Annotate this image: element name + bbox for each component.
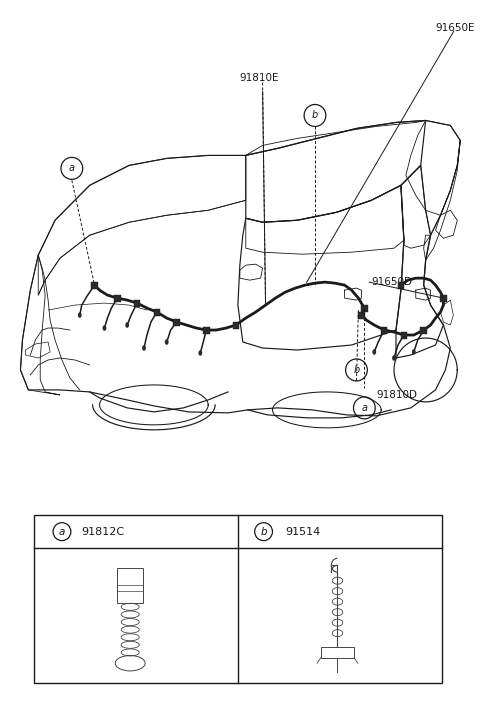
Bar [117,568,143,603]
Bar [420,327,427,334]
Bar [440,294,447,301]
Text: b: b [353,365,360,375]
Text: 91812C: 91812C [81,526,124,537]
Bar [233,322,239,329]
Bar [401,332,407,339]
Bar [154,308,160,315]
Bar [321,647,354,658]
Circle shape [392,355,396,361]
Bar [34,515,442,683]
Bar [91,282,98,289]
Circle shape [372,349,376,355]
Text: a: a [59,526,65,537]
Text: b: b [260,526,267,537]
Circle shape [412,349,416,355]
Circle shape [198,350,202,356]
Bar [381,327,387,334]
Text: 91810D: 91810D [376,390,417,400]
Text: b: b [312,111,318,121]
Text: a: a [361,403,367,413]
Text: a: a [69,163,75,173]
Circle shape [103,325,107,331]
Bar [114,294,120,301]
Bar [358,311,365,318]
Bar [134,299,140,306]
Bar [173,318,180,325]
Bar [203,327,210,334]
Text: 91514: 91514 [285,526,321,537]
Text: 91650D: 91650D [372,277,412,287]
Circle shape [125,322,129,328]
Text: 91650E: 91650E [435,22,475,33]
Text: 91810E: 91810E [240,72,279,83]
Bar [361,305,368,311]
Circle shape [78,312,82,318]
Circle shape [165,339,168,345]
Bar [397,282,404,289]
Circle shape [142,345,146,350]
